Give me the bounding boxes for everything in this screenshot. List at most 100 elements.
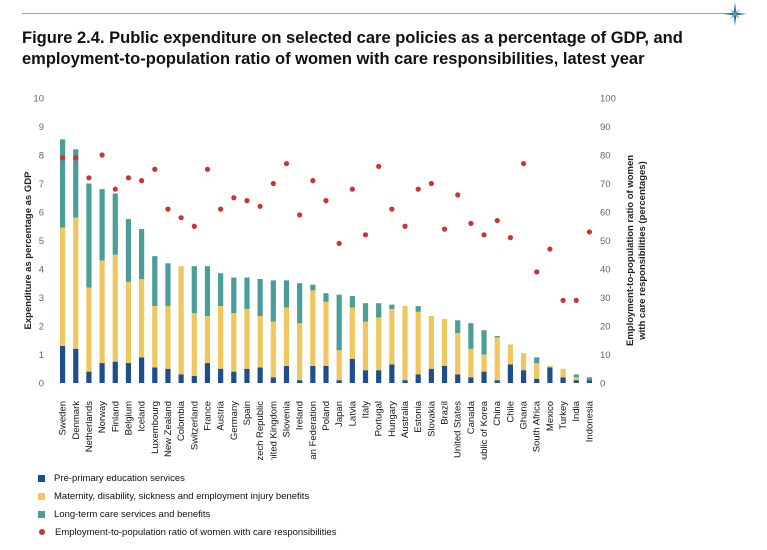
category-label: Brazil [440,401,451,425]
bar-long-term-care [336,294,342,351]
category-label: Poland [321,401,332,431]
category-label: Indonesia [584,400,595,442]
y-axis-label: Expenditure as percentage as GDP [23,171,34,330]
category-label: Netherlands [84,401,95,452]
legend-label-employment-ratio: Employment-to-population ratio of women … [55,526,337,538]
employment-ratio-point [218,206,224,212]
bar-long-term-care [415,306,421,312]
employment-ratio-point [573,297,579,303]
employment-ratio-point [112,186,118,192]
bar-maternity [362,321,369,371]
category-label: Turkey [558,401,569,430]
bar-maternity [86,287,92,372]
bar-long-term-care [165,263,171,307]
employment-ratio-point [204,166,211,172]
employment-ratio-point [178,215,184,221]
bar-long-term-care [494,335,500,338]
bar-pre-primary [244,368,250,383]
employment-ratio-point [481,232,487,238]
bar-pre-primary [283,365,290,383]
employment-ratio-point [402,223,408,229]
category-label: Japan [334,401,345,427]
bar-pre-primary [59,345,66,383]
employment-ratio-point [125,175,132,181]
bar-pre-primary [441,365,448,383]
bar-maternity [468,348,474,378]
bar-pre-primary [297,380,303,383]
bar-maternity [139,278,145,358]
bar-maternity [218,306,224,369]
employment-ratio-point [73,155,79,161]
bar-long-term-care [573,374,579,378]
bar-maternity [165,306,171,369]
bar-maternity [310,290,316,366]
employment-ratio-point [270,180,276,187]
bar-pre-primary [323,365,329,383]
bar-pre-primary [507,364,513,383]
category-label: Latvia [347,400,358,426]
bar-pre-primary [586,380,593,383]
employment-ratio-point [349,186,355,192]
bar-pre-primary [560,377,566,383]
legend-swatch-maternity [38,492,45,500]
category-label: Australia [400,400,411,438]
bar-pre-primary [231,371,237,383]
employment-ratio-point [297,212,303,218]
employment-ratio-point [507,235,513,241]
employment-ratio-point [428,180,434,187]
bar-long-term-care [534,357,540,364]
category-label: Portugal [374,401,385,436]
bar-maternity [494,337,500,381]
bar-maternity [99,260,105,364]
category-label: China [492,400,503,426]
bar-pre-primary [402,380,408,383]
employment-ratio-point [244,198,250,204]
category-label: Iceland [137,401,148,432]
bar-pre-primary [468,377,474,383]
bar-pre-primary [349,358,355,383]
category-label: Colombia [176,400,187,441]
category-label: Canada [466,400,477,434]
y2-tick-label: 30 [600,293,611,304]
employment-ratio-point [534,269,540,275]
y2-tick-label: 60 [600,208,611,219]
y-tick-label: 0 [39,379,44,390]
employment-ratio-point [59,155,66,161]
bar-long-term-care [73,149,79,218]
employment-ratio-point [310,178,316,184]
employment-ratio-point [336,240,342,246]
bar-long-term-care [310,284,316,291]
bar-pre-primary [415,374,421,383]
y-tick-label: 10 [33,94,44,105]
bar-long-term-care [86,183,92,288]
bar-maternity [59,227,66,346]
employment-ratio-point [376,163,382,169]
bar-pre-primary [520,370,527,383]
y2-tick-label: 0 [600,379,605,390]
bar-long-term-care [99,189,105,261]
category-label: Russian Federation [308,401,319,460]
employment-ratio-point [586,229,593,235]
bar-pre-primary [112,361,118,383]
category-label: Czech Republic [255,401,266,460]
bar-maternity [507,344,513,365]
bar-maternity [257,316,263,368]
bar-pre-primary [376,370,382,383]
bar-pre-primary [191,375,197,383]
category-label: Luxembourg [150,401,161,454]
y-tick-label: 2 [39,322,44,333]
y-tick-label: 9 [39,122,44,133]
bar-long-term-care [125,219,132,282]
category-label: Austria [216,400,227,430]
category-label: Mexico [545,401,556,431]
category-label: Belgium [123,401,134,435]
y2-axis-label-line2: with care responsibilities (percentages) [637,161,648,340]
bar-long-term-care [455,320,461,334]
legend-item-long-term-care: Long-term care services and benefits [38,505,336,523]
bar-pre-primary [99,363,105,383]
bar-pre-primary [310,365,316,383]
bar-maternity [191,313,197,376]
category-label: Republic of Korea [479,400,490,460]
bar-long-term-care [362,303,369,322]
bar-long-term-care [270,280,276,322]
